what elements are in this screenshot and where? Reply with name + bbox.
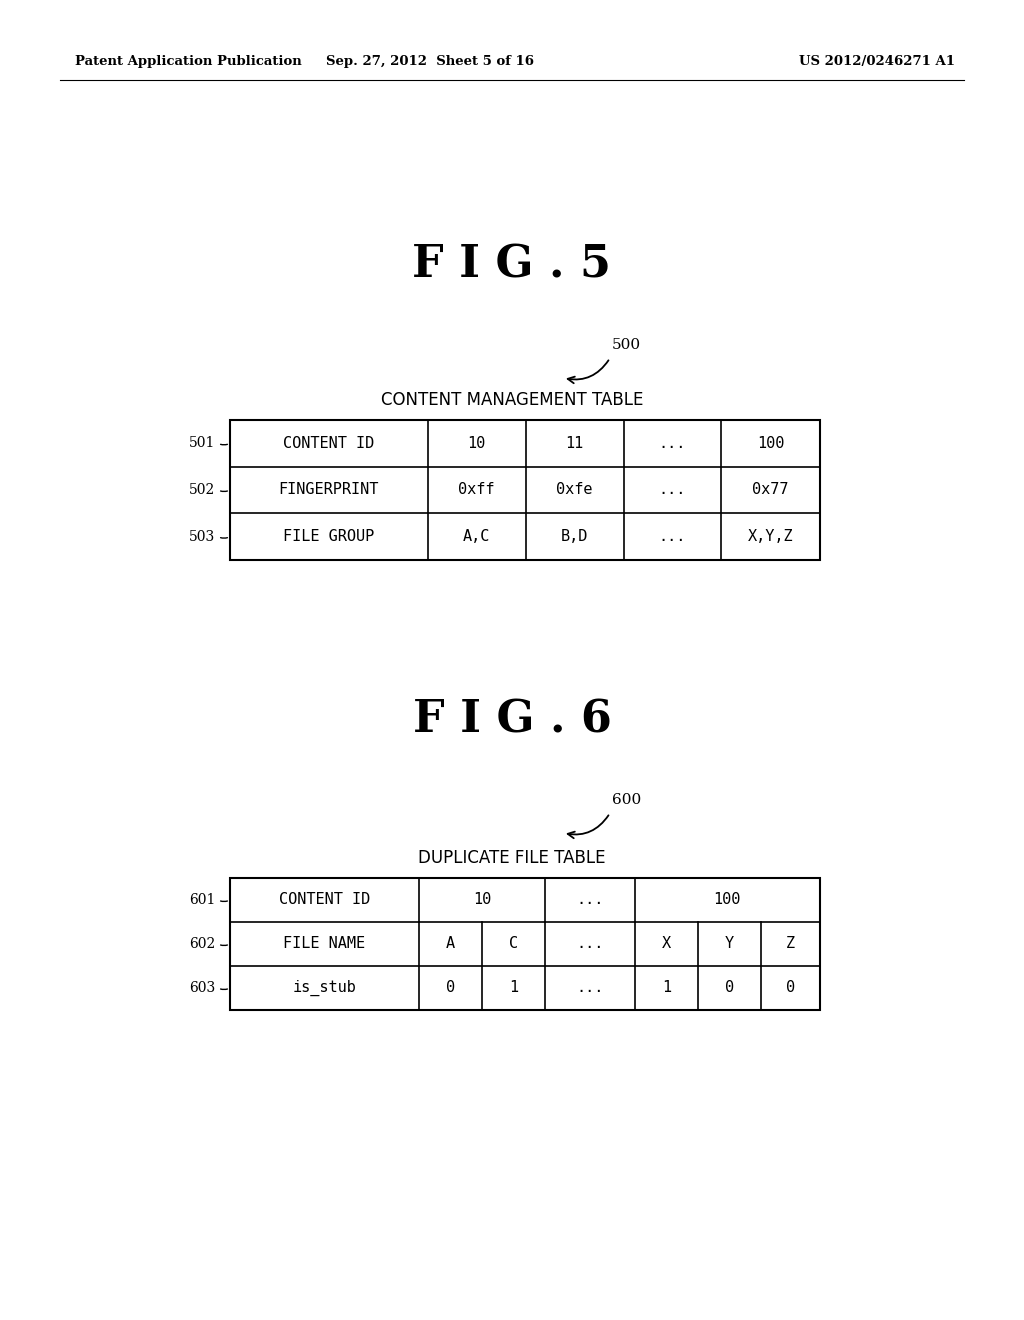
Text: 0: 0 [725,981,734,995]
Text: ...: ... [577,981,603,995]
Text: DUPLICATE FILE TABLE: DUPLICATE FILE TABLE [418,849,606,867]
Text: 1: 1 [509,981,518,995]
Text: 1: 1 [662,981,671,995]
Text: 600: 600 [612,793,641,807]
Text: Z: Z [786,936,795,952]
Text: F I G . 6: F I G . 6 [413,698,611,742]
Text: 10: 10 [468,436,485,451]
Text: FILE GROUP: FILE GROUP [284,529,375,544]
Text: 0xfe: 0xfe [556,483,593,498]
Text: 0xff: 0xff [459,483,495,498]
Text: FILE NAME: FILE NAME [284,936,366,952]
Text: 603: 603 [188,981,215,995]
Text: CONTENT MANAGEMENT TABLE: CONTENT MANAGEMENT TABLE [381,391,643,409]
Text: 10: 10 [473,892,492,908]
Text: 11: 11 [565,436,584,451]
Text: B,D: B,D [561,529,588,544]
Text: Sep. 27, 2012  Sheet 5 of 16: Sep. 27, 2012 Sheet 5 of 16 [326,55,534,69]
FancyArrowPatch shape [567,816,608,838]
Text: A,C: A,C [463,529,490,544]
Text: 502: 502 [188,483,215,498]
Text: ...: ... [658,436,686,451]
Text: 0x77: 0x77 [753,483,788,498]
Text: 100: 100 [714,892,741,908]
Text: Y: Y [725,936,734,952]
Text: ...: ... [658,529,686,544]
Text: C: C [509,936,518,952]
Text: F I G . 5: F I G . 5 [413,243,611,286]
Text: FINGERPRINT: FINGERPRINT [279,483,379,498]
Bar [230,420,820,560]
Text: is_stub: is_stub [293,979,356,997]
Text: 602: 602 [188,937,215,950]
Text: CONTENT ID: CONTENT ID [279,892,370,908]
Text: 500: 500 [612,338,641,352]
Text: X,Y,Z: X,Y,Z [748,529,794,544]
Text: A: A [445,936,455,952]
Text: US 2012/0246271 A1: US 2012/0246271 A1 [799,55,955,69]
Bar [230,878,820,1010]
Text: CONTENT ID: CONTENT ID [284,436,375,451]
FancyArrowPatch shape [567,360,608,383]
Text: 0: 0 [786,981,795,995]
Text: ...: ... [577,892,603,908]
Text: 501: 501 [188,437,215,450]
Text: ...: ... [658,483,686,498]
Text: 100: 100 [757,436,784,451]
Text: 503: 503 [188,529,215,544]
Text: ...: ... [577,936,603,952]
Text: X: X [662,936,671,952]
Text: 601: 601 [188,894,215,907]
Text: Patent Application Publication: Patent Application Publication [75,55,302,69]
Text: 0: 0 [445,981,455,995]
